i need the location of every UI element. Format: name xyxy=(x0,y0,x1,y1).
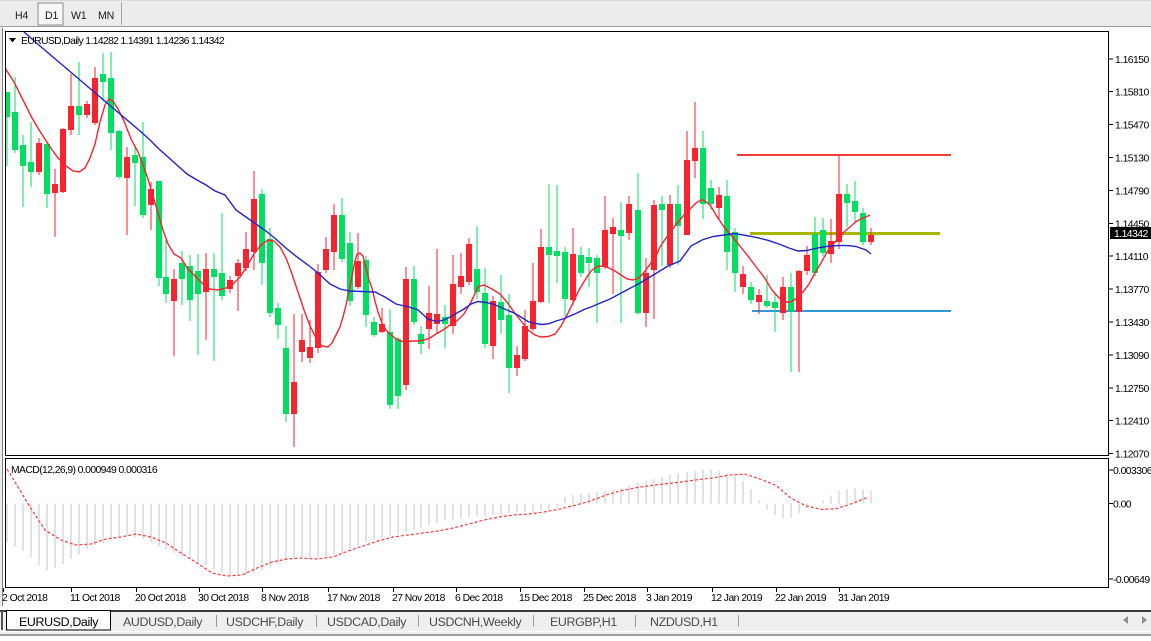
svg-text:USDCNH,Weekly: USDCNH,Weekly xyxy=(429,615,522,629)
svg-text:W1: W1 xyxy=(71,10,87,22)
svg-text:1.15470: 1.15470 xyxy=(1115,121,1149,132)
svg-text:MN: MN xyxy=(98,10,114,22)
svg-text:1.14342: 1.14342 xyxy=(1114,229,1148,240)
svg-text:12 Jan 2019: 12 Jan 2019 xyxy=(711,593,763,604)
svg-text:USDCHF,Daily: USDCHF,Daily xyxy=(226,615,304,629)
svg-text:-0.00649: -0.00649 xyxy=(1113,575,1150,586)
svg-text:AUDUSD,Daily: AUDUSD,Daily xyxy=(123,615,203,629)
svg-text:EURUSD,Daily: EURUSD,Daily xyxy=(19,615,99,629)
svg-text:1.12750: 1.12750 xyxy=(1115,384,1149,395)
svg-text:15 Dec 2018: 15 Dec 2018 xyxy=(519,593,573,604)
svg-text:31 Jan 2019: 31 Jan 2019 xyxy=(838,593,890,604)
svg-text:1.12070: 1.12070 xyxy=(1115,450,1149,461)
svg-text:1.14790: 1.14790 xyxy=(1115,186,1149,197)
svg-text:MACD(12,26,9) 0.000949 0.00031: MACD(12,26,9) 0.000949 0.000316 xyxy=(11,465,158,476)
svg-text:1.15810: 1.15810 xyxy=(1115,88,1149,99)
svg-text:1.14450: 1.14450 xyxy=(1115,219,1149,230)
svg-text:NZDUSD,H1: NZDUSD,H1 xyxy=(650,615,718,629)
svg-text:H4: H4 xyxy=(15,10,28,22)
svg-text:8 Nov 2018: 8 Nov 2018 xyxy=(261,593,309,604)
svg-text:1.16150: 1.16150 xyxy=(1115,55,1149,66)
svg-text:1.13430: 1.13430 xyxy=(1115,318,1149,329)
svg-text:1.12410: 1.12410 xyxy=(1115,417,1149,428)
svg-text:6 Dec 2018: 6 Dec 2018 xyxy=(455,593,503,604)
svg-text:1.14110: 1.14110 xyxy=(1115,252,1149,263)
svg-text:3 Jan 2019: 3 Jan 2019 xyxy=(646,593,693,604)
svg-text:27 Nov 2018: 27 Nov 2018 xyxy=(392,593,446,604)
svg-text:25 Dec 2018: 25 Dec 2018 xyxy=(583,593,637,604)
svg-text:EURUSD,Daily 1.14282 1.14391: EURUSD,Daily 1.14282 1.14391 1.14236 1.1… xyxy=(21,36,225,47)
svg-text:1.13770: 1.13770 xyxy=(1115,285,1149,296)
svg-text:1.13090: 1.13090 xyxy=(1115,351,1149,362)
svg-text:D1: D1 xyxy=(45,10,58,22)
svg-text:17 Nov 2018: 17 Nov 2018 xyxy=(327,593,381,604)
svg-text:EURGBP,H1: EURGBP,H1 xyxy=(550,615,617,629)
svg-text:USDCAD,Daily: USDCAD,Daily xyxy=(327,615,407,629)
svg-text:22 Jan 2019: 22 Jan 2019 xyxy=(775,593,827,604)
svg-text:1.15130: 1.15130 xyxy=(1115,154,1149,165)
svg-text:20 Oct 2018: 20 Oct 2018 xyxy=(135,593,186,604)
svg-text:0.003306: 0.003306 xyxy=(1113,466,1151,477)
svg-text:0.00: 0.00 xyxy=(1113,499,1132,510)
svg-text:30 Oct 2018: 30 Oct 2018 xyxy=(198,593,249,604)
svg-text:2 Oct 2018: 2 Oct 2018 xyxy=(2,593,48,604)
svg-text:11 Oct 2018: 11 Oct 2018 xyxy=(70,593,121,604)
